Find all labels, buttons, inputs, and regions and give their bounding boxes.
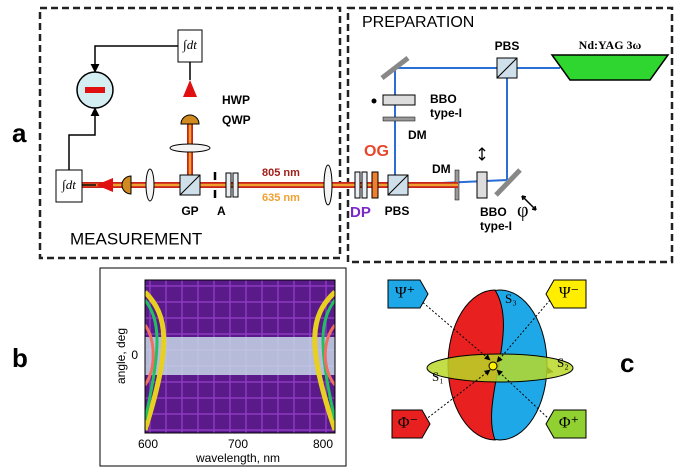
- label: OG: [364, 143, 389, 160]
- label: QWP: [222, 113, 251, 127]
- plate: [355, 172, 360, 198]
- laser-label: Nd:YAG 3ω: [579, 38, 642, 52]
- x-axis-label: wavelength, nm: [195, 451, 280, 465]
- figure: a b c MEASUREMENT PREPARATION Nd:YAG 3ω …: [0, 0, 678, 470]
- label: HWP: [222, 93, 250, 107]
- label: DP: [350, 204, 371, 221]
- axis-label: S₃: [505, 291, 517, 306]
- bbo-crystal: [477, 172, 487, 198]
- panel-label: b: [12, 343, 28, 373]
- label: A: [217, 204, 226, 218]
- lens: [324, 165, 332, 205]
- translation-arrow: [479, 148, 485, 160]
- label: ∫dt: [61, 177, 76, 193]
- label: type-I: [430, 106, 462, 120]
- amplifier: [183, 80, 197, 97]
- waveplate: [233, 173, 238, 197]
- x-tick-label: 700: [228, 437, 248, 451]
- label: GP: [181, 204, 198, 218]
- lens: [170, 144, 210, 152]
- wire: [95, 46, 178, 72]
- label: ∫dt: [182, 37, 197, 53]
- state-label: Φ⁻: [398, 415, 418, 432]
- axis-label: S₁: [432, 369, 444, 384]
- label: φ: [517, 200, 529, 222]
- label: DM: [408, 128, 427, 142]
- waveplate: [226, 173, 231, 197]
- axis-dot: [372, 99, 377, 104]
- box-title: MEASUREMENT: [70, 229, 202, 248]
- box-title: PREPARATION: [362, 14, 474, 31]
- plate: [362, 172, 367, 198]
- origin: [489, 362, 497, 370]
- state-label: Ψ⁺: [395, 285, 415, 302]
- y-tick-label: 0: [131, 348, 138, 362]
- axis-label: S₂: [557, 355, 569, 370]
- amplifier: [96, 178, 113, 192]
- optical-glass: [372, 172, 378, 198]
- laser: [552, 55, 668, 80]
- detector: [122, 176, 131, 194]
- y-axis-label: angle, deg: [114, 328, 128, 384]
- bbo-crystal: [383, 95, 415, 105]
- dichroic-mirror: [383, 117, 415, 121]
- label: BBO: [430, 92, 457, 106]
- label: PBS: [495, 39, 520, 53]
- minus-sign: [85, 87, 105, 93]
- wire: [69, 108, 95, 170]
- lens: [146, 169, 154, 201]
- label: 805 nm: [262, 167, 300, 179]
- spectrum-image: [145, 280, 335, 433]
- detector: [181, 115, 199, 124]
- x-tick-label: 800: [313, 437, 333, 451]
- state-label: Ψ⁻: [559, 285, 579, 302]
- label: PBS: [385, 204, 410, 218]
- pump-beam: [395, 68, 560, 185]
- state-label: Φ⁺: [559, 415, 579, 432]
- label: DM: [432, 162, 451, 176]
- x-tick-label: 600: [138, 437, 158, 451]
- panel-label: c: [620, 348, 634, 378]
- label: 635 nm: [262, 192, 300, 204]
- label: type-I: [480, 219, 512, 233]
- panel-label: a: [12, 118, 27, 148]
- label: BBO: [480, 205, 507, 219]
